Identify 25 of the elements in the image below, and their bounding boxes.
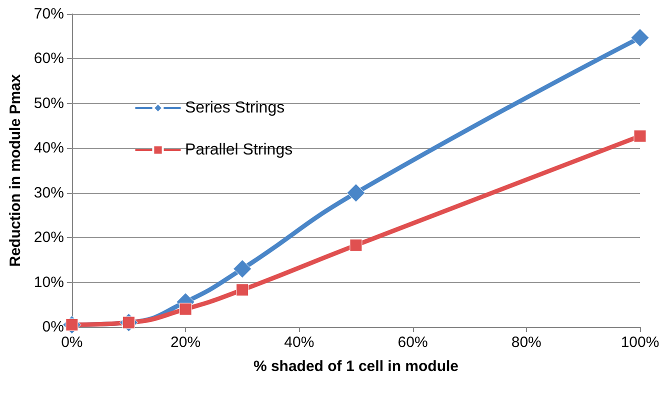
x-tick-label: 60% — [398, 334, 428, 351]
y-axis-title: Reduction in module Pmax — [7, 74, 24, 267]
point — [346, 184, 366, 202]
x-tick-label: 100% — [620, 334, 660, 351]
x-tick-label: 40% — [284, 334, 314, 351]
x-tick-label: 80% — [511, 334, 542, 351]
y-tick-label: 40% — [34, 140, 64, 157]
point — [236, 284, 249, 296]
y-tick-label: 30% — [34, 184, 64, 202]
y-tick-label: 20% — [34, 229, 64, 246]
point — [233, 260, 252, 278]
point — [179, 302, 192, 316]
y-tick-label: 60% — [34, 50, 64, 68]
x-axis-title: % shaded of 1 cell in module — [253, 358, 458, 375]
y-tick-label: 50% — [34, 94, 64, 112]
point — [630, 28, 650, 47]
x-tick-label: 20% — [170, 334, 201, 351]
x-tick-label: 0% — [61, 334, 83, 351]
y-tick-label: 10% — [34, 274, 64, 291]
point — [350, 238, 362, 252]
legend-label: Parallel Strings — [185, 142, 293, 158]
y-tick-label: 70% — [34, 6, 64, 22]
point — [634, 130, 646, 142]
y-tick-label: 0% — [42, 318, 64, 336]
legend-label: Series Strings — [185, 100, 285, 116]
